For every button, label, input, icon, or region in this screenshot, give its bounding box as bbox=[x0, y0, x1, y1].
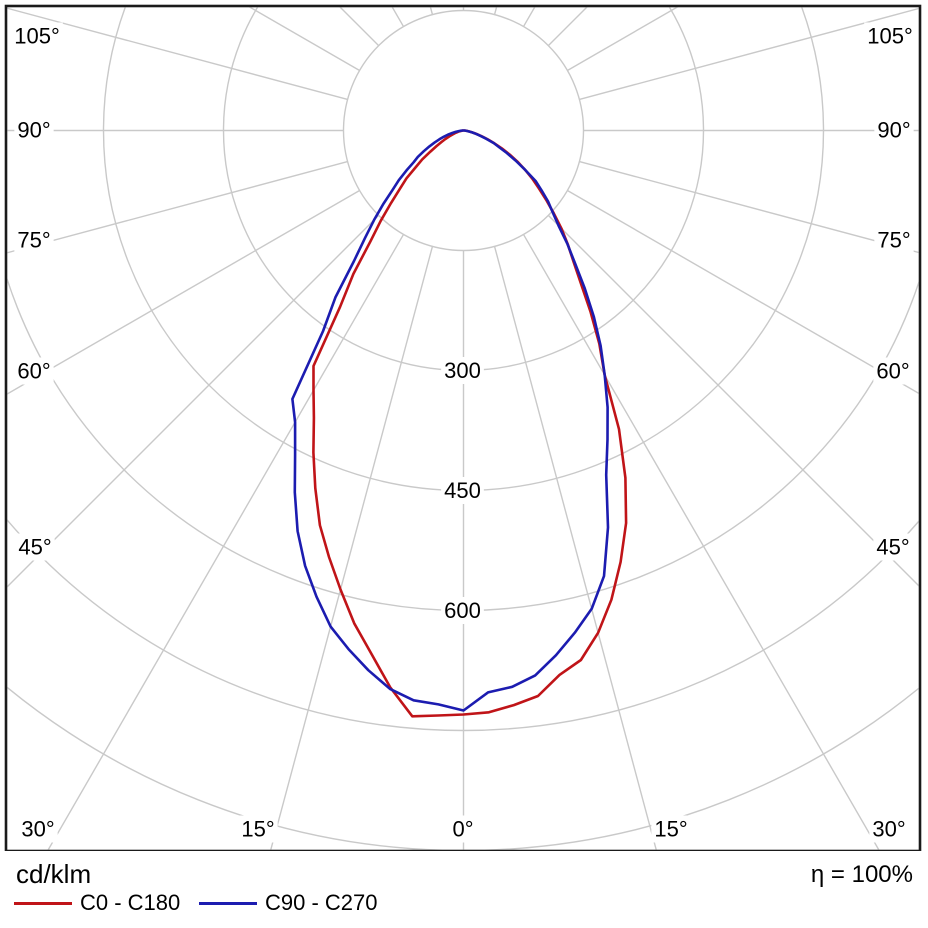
polar-grid bbox=[7, 7, 919, 850]
curve-c90-c270 bbox=[291, 129, 610, 712]
grid-ray bbox=[579, 7, 919, 101]
angle-label-14-bg bbox=[864, 22, 916, 50]
ring-label-600: 600 bbox=[444, 598, 481, 623]
legend-swatch bbox=[14, 901, 72, 905]
angle-label-13: 90° bbox=[877, 118, 910, 143]
angle-label-4-bg bbox=[15, 533, 55, 561]
angle-label-8-bg bbox=[651, 815, 691, 843]
angle-label-0: 105° bbox=[14, 24, 60, 49]
angle-label-1-bg bbox=[14, 116, 54, 144]
ring-label-450: 450 bbox=[444, 478, 481, 503]
angle-label-6: 15° bbox=[241, 817, 274, 842]
ring-label-300-bg bbox=[441, 357, 484, 384]
legend-swatch bbox=[199, 901, 257, 905]
angle-label-5-bg bbox=[18, 815, 58, 843]
angle-label-9-bg bbox=[869, 815, 909, 843]
grid-ray bbox=[7, 189, 360, 395]
angle-label-3-bg bbox=[14, 357, 54, 385]
legend-item-c90-c270: C90 - C270 bbox=[199, 890, 378, 915]
angle-label-10: 45° bbox=[876, 535, 909, 560]
angle-label-7: 0° bbox=[452, 817, 473, 842]
angle-label-7-bg bbox=[449, 815, 477, 843]
angle-label-14: 105° bbox=[867, 24, 913, 49]
grid-ray bbox=[579, 160, 919, 254]
chart-frame bbox=[4, 4, 922, 851]
polar-chart-canvas: 300 450 600 105° 90° 75° 60° 45° 30° 15° 0° 15° 30° 4… bbox=[4, 4, 922, 851]
grid-ray bbox=[547, 214, 919, 587]
legend-item-c0-c180: C0 - C180 bbox=[14, 890, 181, 915]
angle-label-1: 90° bbox=[17, 118, 50, 143]
angle-label-2: 75° bbox=[17, 228, 50, 253]
angle-label-6-bg bbox=[238, 815, 278, 843]
grid-ray bbox=[7, 7, 348, 101]
ring-label-300: 300 bbox=[444, 358, 481, 383]
angle-label-2-bg bbox=[14, 226, 54, 254]
angle-label-10-bg bbox=[873, 533, 913, 561]
grid-ray bbox=[522, 234, 880, 850]
grid-ray bbox=[493, 246, 657, 850]
angle-label-12-bg bbox=[874, 226, 914, 254]
grid-ray bbox=[7, 214, 380, 588]
angle-label-13-bg bbox=[874, 116, 914, 144]
ring-label-600-bg bbox=[441, 597, 484, 624]
angle-label-12: 75° bbox=[877, 228, 910, 253]
angle-label-9: 30° bbox=[872, 817, 905, 842]
grid-ray bbox=[567, 189, 919, 395]
grid-ray bbox=[47, 234, 405, 850]
legend-label: C0 - C180 bbox=[80, 890, 181, 915]
grid-ray bbox=[7, 160, 348, 254]
angle-label-3: 60° bbox=[17, 359, 50, 384]
angle-label-11: 60° bbox=[876, 359, 909, 384]
angle-label-4: 45° bbox=[18, 535, 51, 560]
angle-label-5: 30° bbox=[21, 817, 54, 842]
chart-footer: cd/klm η = 100% C0 - C180 C90 - C270 bbox=[0, 851, 928, 928]
angle-label-0-bg bbox=[11, 22, 63, 50]
units-label: cd/klm bbox=[16, 859, 92, 889]
angle-label-11-bg bbox=[873, 357, 913, 385]
efficiency-label: η = 100% bbox=[810, 861, 913, 888]
legend-label: C90 - C270 bbox=[265, 890, 378, 915]
angle-label-8: 15° bbox=[654, 817, 687, 842]
grid-ray bbox=[270, 246, 434, 850]
ring-label-450-bg bbox=[441, 477, 484, 504]
